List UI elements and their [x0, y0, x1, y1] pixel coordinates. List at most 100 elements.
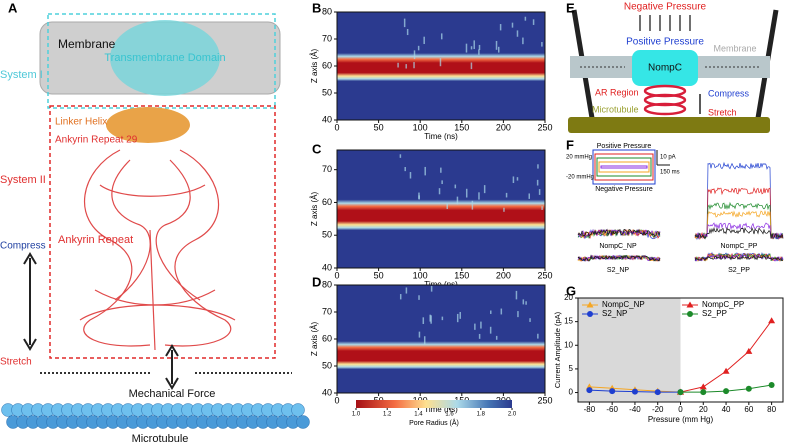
- streak: [499, 24, 502, 31]
- streak: [409, 172, 412, 179]
- x-tick-label: 150: [454, 122, 469, 132]
- streak: [418, 195, 420, 200]
- legend-marker: [586, 301, 594, 308]
- trace: [694, 161, 784, 241]
- y-tick-label: 0: [569, 388, 574, 397]
- y-axis-label: Z axis (Å): [310, 49, 319, 84]
- streak: [541, 206, 543, 210]
- marker: [677, 389, 684, 396]
- legend-label: NompC_PP: [702, 300, 744, 309]
- trace: [694, 187, 784, 240]
- x-tick-label: -80: [584, 405, 596, 414]
- x-tick-label: 0: [334, 122, 339, 132]
- tm-domain-shape: [110, 20, 220, 96]
- label: S2_NP: [607, 267, 630, 274]
- marker: [745, 385, 752, 392]
- streak: [490, 310, 492, 314]
- marker: [723, 388, 730, 395]
- microtubule-shape: [568, 117, 770, 133]
- colorbar-tick-label: 1.0: [352, 412, 361, 418]
- label: System I: [0, 69, 43, 81]
- label: Membrane: [713, 43, 756, 53]
- y-tick-label: 40: [322, 387, 332, 397]
- streak: [524, 16, 527, 21]
- streak: [406, 28, 409, 36]
- streak: [404, 167, 406, 172]
- streak: [438, 188, 441, 195]
- x-tick-label: 250: [537, 395, 552, 405]
- pore-band: [337, 53, 545, 82]
- label: Transmembrane Domain: [104, 52, 225, 64]
- streak: [459, 311, 461, 319]
- y-tick-label: 40: [322, 114, 332, 124]
- x-tick-label: 80: [767, 405, 776, 414]
- label: Linker Helix: [55, 117, 107, 128]
- label: Stretch: [0, 357, 32, 368]
- streak: [489, 326, 492, 334]
- streak: [397, 62, 399, 68]
- y-tick-label: 50: [322, 360, 332, 370]
- protocol-step: [594, 153, 654, 181]
- legend-marker: [686, 301, 694, 308]
- colorbar-tick-label: 2.0: [508, 412, 517, 418]
- marker: [768, 381, 775, 388]
- y-tick-label: 20: [564, 293, 573, 302]
- label: Positive Pressure: [597, 143, 652, 150]
- streak: [495, 335, 498, 340]
- streak: [465, 188, 468, 198]
- streak: [470, 46, 473, 50]
- label: Negative Pressure: [624, 2, 707, 13]
- x-tick-label: 200: [496, 122, 511, 132]
- y-tick-label: 70: [322, 306, 332, 316]
- streak: [429, 314, 431, 322]
- y-axis-label: Z axis (Å): [310, 322, 319, 357]
- streak: [413, 62, 415, 69]
- trace: [577, 254, 661, 263]
- streak: [470, 62, 473, 70]
- label: Ankyrin Repeat 29: [55, 135, 138, 146]
- y-tick-label: 80: [322, 6, 332, 16]
- streak: [478, 49, 480, 55]
- panel-label: A: [8, 0, 18, 15]
- label: 10 pA: [660, 155, 676, 161]
- marker: [631, 388, 638, 395]
- x-axis-label: Time (ns): [424, 132, 458, 141]
- streak: [500, 308, 503, 315]
- streak: [465, 43, 468, 53]
- protocol-step: [598, 161, 650, 173]
- streak: [538, 189, 541, 195]
- x-tick-label: 50: [374, 270, 384, 280]
- marker: [768, 317, 776, 324]
- trace: [694, 227, 784, 240]
- x-tick-label: -60: [606, 405, 618, 414]
- label: 150 ms: [660, 170, 680, 176]
- colorbar-tick-label: 1.2: [383, 412, 392, 418]
- legend-label: S2_NP: [602, 309, 627, 318]
- streak: [480, 321, 482, 329]
- y-tick-label: 70: [322, 33, 332, 43]
- streak: [515, 290, 518, 300]
- y-tick-label: 50: [322, 87, 332, 97]
- label: Microtubule: [132, 433, 189, 445]
- streak: [536, 179, 539, 186]
- label: 20 mmHg: [566, 155, 592, 161]
- trace: [577, 228, 661, 238]
- nompc-shape: [632, 50, 698, 86]
- x-tick-label: 0: [334, 395, 339, 405]
- legend-marker: [587, 311, 593, 317]
- x-axis-label: Pressure (mm Hg): [648, 415, 714, 424]
- streak: [532, 19, 535, 25]
- trace: [694, 201, 784, 239]
- label: Positive Pressure: [626, 37, 704, 48]
- trace: [694, 210, 784, 240]
- streak: [478, 192, 480, 200]
- series-line: [680, 320, 773, 393]
- coil: [643, 84, 687, 116]
- streak: [483, 185, 486, 194]
- streak: [423, 336, 426, 345]
- pore-band: [337, 341, 545, 370]
- streak: [511, 22, 514, 28]
- streak: [440, 33, 443, 40]
- panel-f: Positive Pressure 20 mmHg -20 mmHg Negat…: [566, 143, 784, 274]
- x-tick-label: -40: [629, 405, 641, 414]
